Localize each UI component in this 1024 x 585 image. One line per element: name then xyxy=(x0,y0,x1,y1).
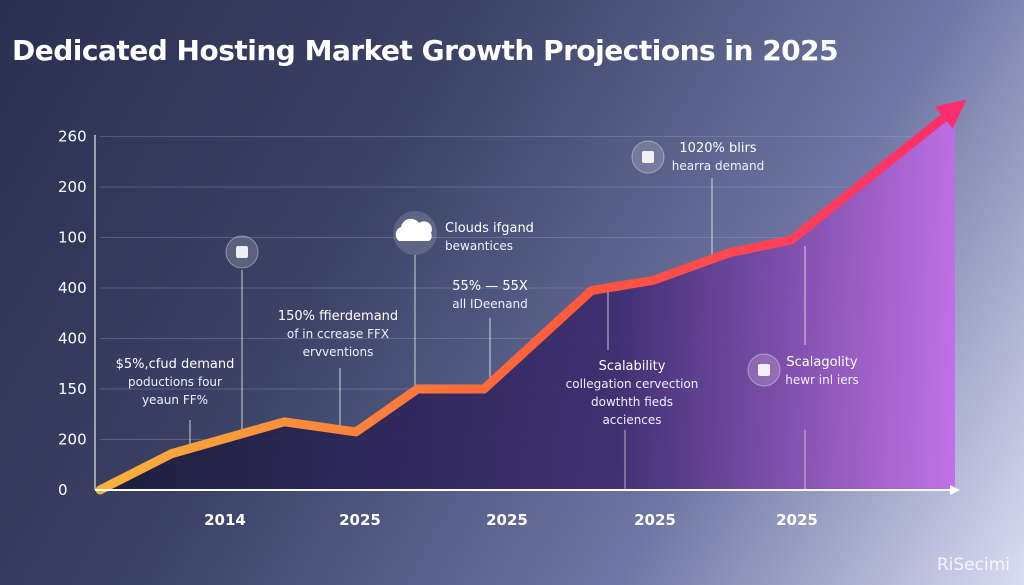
annotation-text: Scalability xyxy=(599,359,666,374)
y-tick-label: 400 xyxy=(58,279,87,297)
gears-icon xyxy=(631,140,665,174)
y-tick-label: 200 xyxy=(58,431,87,449)
annotation-text: dowthth fieds xyxy=(591,395,673,409)
annotation: 1020% blirs hearra demand xyxy=(631,140,764,174)
annotation-text: collegation cervection xyxy=(566,377,699,391)
cloud-shape xyxy=(395,218,432,241)
y-tick-label: 100 xyxy=(58,229,87,247)
annotation: 150% ffierdemand of in ccrease FFX ervvent… xyxy=(278,309,398,359)
x-tick-label: 2025 xyxy=(776,511,818,529)
x-tick-label: 2025 xyxy=(634,511,676,529)
watermark: RiSecimi xyxy=(936,555,1010,575)
annotation-text: all IDeenand xyxy=(452,297,528,311)
series-line xyxy=(95,99,967,495)
area-fill xyxy=(100,108,955,490)
annotation-text: hewr inl iers xyxy=(785,373,859,387)
x-axis-ticks: 2014 2025 2025 2025 2025 xyxy=(204,511,818,529)
x-tick-label: 2025 xyxy=(486,511,528,529)
annotation-text: Clouds ifgand xyxy=(445,221,534,236)
annotation-text: 1020% blirs xyxy=(679,141,756,156)
annotation-text: $5%,cfud demand xyxy=(116,357,235,372)
page-title: Dedicated Hosting Market Growth Projecti… xyxy=(12,34,839,67)
x-tick-label: 2025 xyxy=(339,511,381,529)
annotation-text: acciences xyxy=(602,413,661,427)
icon-glyph xyxy=(758,364,770,376)
annotation: $5%,cfud demand poductions four yeaun FF% xyxy=(116,357,235,407)
annotation: Clouds ifgand bewantices xyxy=(393,211,534,255)
annotation-text: bewantices xyxy=(445,239,513,253)
server-icon xyxy=(225,235,259,269)
y-tick-label: 0 xyxy=(58,481,68,499)
y-tick-label: 260 xyxy=(58,128,87,146)
icon-glyph xyxy=(236,246,248,258)
y-tick-label: 400 xyxy=(58,330,87,348)
annotations: $5%,cfud demand poductions four yeaun FF% 1… xyxy=(116,140,859,427)
x-tick-label: 2014 xyxy=(204,511,246,529)
cloud-icon xyxy=(393,211,437,255)
annotation: Scalagolity hewr inl iers xyxy=(747,353,859,387)
annotation-text: ervventions xyxy=(303,345,374,359)
annotation-text: 150% ffierdemand xyxy=(278,309,398,324)
annotation-text: yeaun FF% xyxy=(142,393,208,407)
annotation-connectors xyxy=(189,178,806,490)
annotation: 55% — 55X all IDeenand xyxy=(452,279,528,311)
annotation-text: Scalagolity xyxy=(786,355,857,370)
area-path xyxy=(100,108,955,490)
y-axis-ticks: 0 200 150 400 400 100 200 260 xyxy=(58,128,87,500)
y-tick-label: 200 xyxy=(58,178,87,196)
axes xyxy=(94,135,960,495)
annotation-text: 55% — 55X xyxy=(452,279,528,294)
user-icon xyxy=(747,353,781,387)
annotation xyxy=(225,235,259,269)
icon-glyph xyxy=(642,151,654,163)
y-tick-label: 150 xyxy=(58,380,87,398)
series-line-path xyxy=(95,99,967,495)
annotation-text: of in ccrease FFX xyxy=(287,327,389,341)
annotation-text: poductions four xyxy=(128,375,222,389)
annotation: Scalability collegation cervection dowthth… xyxy=(566,359,699,427)
annotation-text: hearra demand xyxy=(672,159,764,173)
